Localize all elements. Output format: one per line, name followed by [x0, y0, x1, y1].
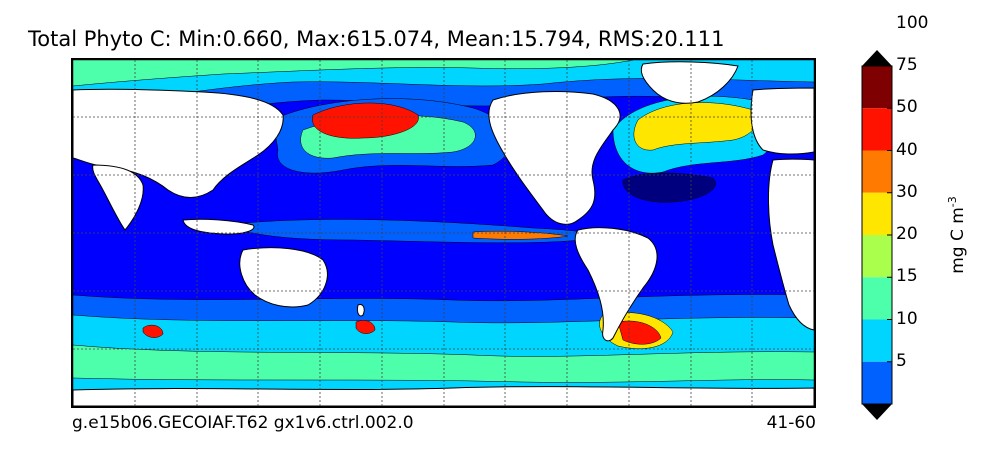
colorbar-tick-label: 20: [896, 224, 918, 244]
new-zealand-bloom: [355, 320, 376, 334]
colorbar-segment: [862, 361, 892, 404]
equatorial-core: [472, 230, 569, 240]
colorbar: [861, 50, 893, 420]
colorbar-segment: [862, 319, 892, 362]
arctic-band-core: [73, 60, 634, 87]
north-atlantic-gyre: [622, 172, 716, 203]
colorbar-segment: [862, 192, 892, 235]
patagonia-core: [617, 320, 662, 345]
colorbar-units-label: mg C m-3: [946, 196, 968, 274]
kerguelen-bloom: [142, 324, 164, 338]
colorbar-segment: [862, 150, 892, 193]
colorbar-tick-label: 100: [896, 12, 929, 33]
south-america: [574, 227, 658, 342]
run-identifier-caption: g.e15b06.GECOIAF.T62 gx1v6.ctrl.002.0: [72, 413, 414, 433]
indonesia: [182, 218, 255, 235]
bering-bloom: [312, 102, 419, 139]
colorbar-extend-max: [862, 50, 892, 66]
colorbar-segment: [862, 235, 892, 278]
europe: [750, 87, 814, 155]
new-zealand: [357, 304, 365, 317]
colorbar-segment: [862, 277, 892, 320]
map-gridlines: [73, 60, 814, 406]
australia: [239, 247, 328, 308]
colorbar-units-exponent: -3: [946, 196, 960, 208]
year-range-caption: 41-60: [766, 413, 816, 433]
colorbar-tick-label: 40: [896, 139, 918, 160]
africa: [768, 158, 814, 331]
colorbar-extend-min: [862, 404, 892, 420]
north-america: [488, 91, 621, 225]
colorbar-tick-label: 75: [896, 55, 918, 75]
plot-title: Total Phyto C: Min:0.660, Max:615.074, M…: [28, 27, 725, 51]
map-panel: [71, 58, 816, 408]
colorbar-segment: [862, 66, 892, 109]
colorbar-tick-label: 50: [896, 97, 918, 118]
colorbar-units-text: mg C m: [947, 207, 968, 274]
colorbar-tick-label: 10: [896, 308, 918, 329]
colorbar-tick-label: 15: [896, 266, 918, 287]
colorbar-segment: [862, 108, 892, 151]
greenland: [640, 61, 739, 104]
colorbar-tick-label: 5: [896, 350, 907, 371]
antarctica: [73, 386, 814, 406]
india: [92, 164, 144, 231]
colorbar-tick-label: 30: [896, 181, 918, 202]
